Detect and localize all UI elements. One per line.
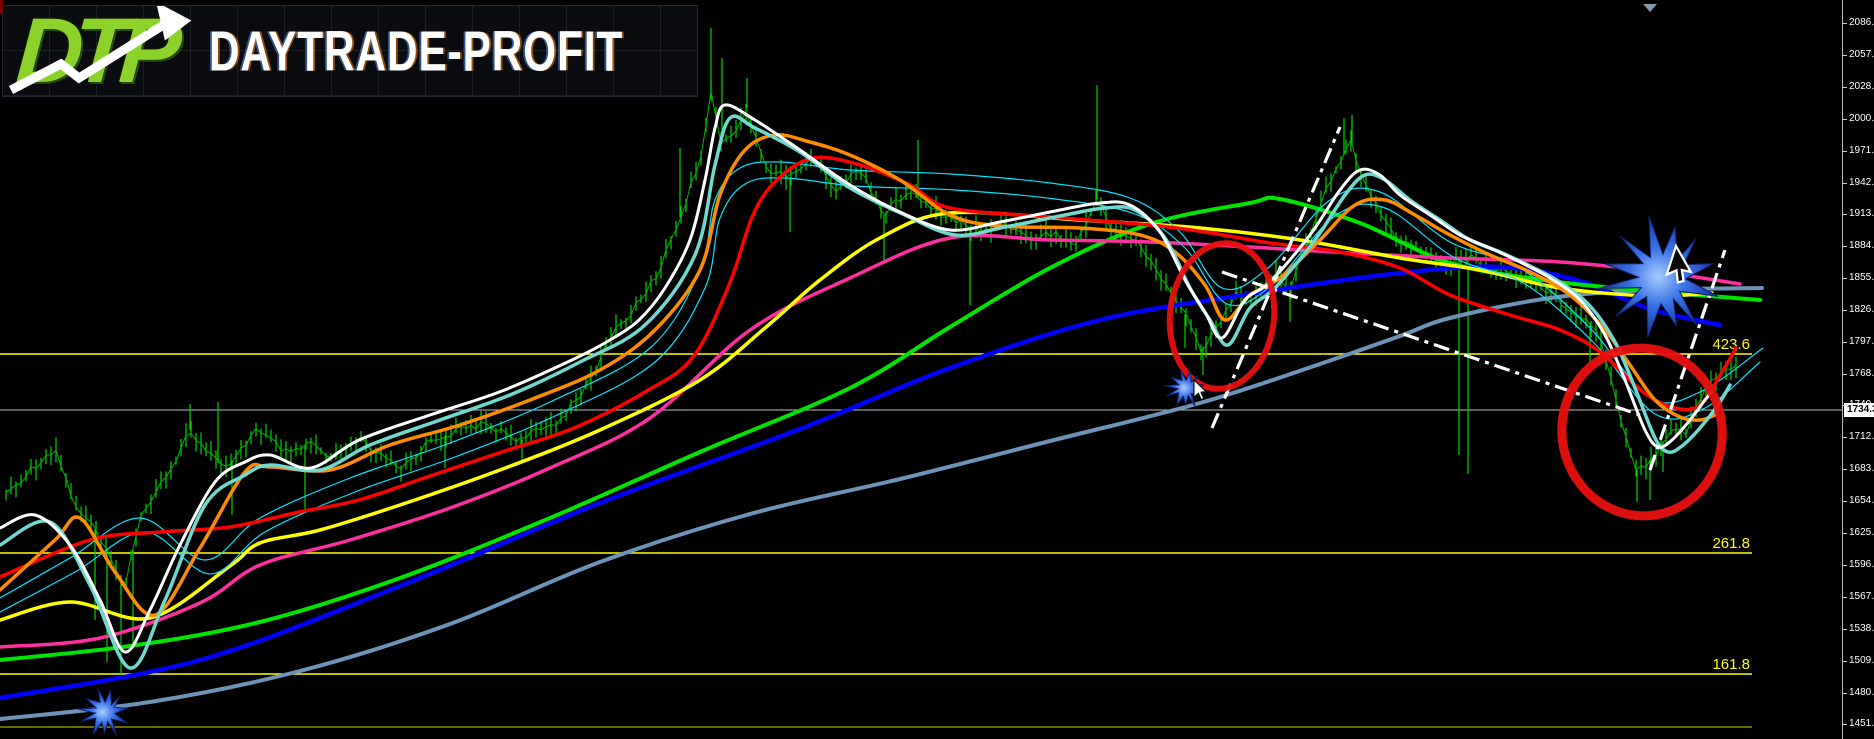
star-arrow-icon: [1664, 243, 1693, 284]
price-axis-label: 2086.03: [1849, 17, 1874, 28]
candle-wicks: [94, 28, 1664, 675]
trendline-up-right[interactable]: [1648, 249, 1727, 471]
price-axis-label: 2057.13: [1849, 49, 1874, 60]
ma-steelblue[interactable]: [0, 286, 1764, 721]
axis-tick: [1843, 55, 1847, 56]
price-axis-label: 1855.68: [1849, 272, 1874, 283]
price-axis-label: 2000.18: [1849, 113, 1874, 124]
starburst-bottom: [77, 688, 129, 737]
price-axis-label: 1826.78: [1849, 304, 1874, 315]
ma-white[interactable]: [0, 103, 1714, 654]
top-marker-triangle: [1643, 4, 1657, 12]
highlight-circle-1: [1166, 240, 1278, 392]
ma-magenta[interactable]: [0, 233, 1742, 649]
price-axis-label: 1971.28: [1849, 145, 1874, 156]
current-price-badge: 1734.32: [1844, 403, 1874, 417]
price-axis-label: 1596.43: [1849, 559, 1874, 570]
axis-tick: [1843, 724, 1847, 725]
axis-tick: [1843, 119, 1847, 120]
starburst-big: [1597, 215, 1719, 339]
ma-red[interactable]: [0, 155, 1738, 579]
brand-title: DAYTRADE-PROFIT: [209, 19, 624, 83]
up-trend-arrow-icon: [8, 6, 192, 94]
price-axis-label: 1884.58: [1849, 240, 1874, 251]
left-edge-artifact: [0, 0, 3, 14]
trendline-down[interactable]: [1221, 270, 1641, 417]
price-axis-label: 1480.83: [1849, 687, 1874, 698]
price-axis-label: 1942.38: [1849, 177, 1874, 188]
axis-tick: [1843, 437, 1847, 438]
axis-tick: [1843, 661, 1847, 662]
price-axis-label: 1683.13: [1849, 463, 1874, 474]
axis-tick: [1843, 693, 1847, 694]
axis-tick: [1843, 533, 1847, 534]
axis-tick: [1843, 278, 1847, 279]
fib-label: 261.8: [1712, 535, 1750, 552]
band-cyan-lower[interactable]: [0, 177, 1761, 613]
price-axis-label: 1567.53: [1849, 591, 1874, 602]
axis-tick: [1843, 214, 1847, 215]
axis-tick: [1843, 183, 1847, 184]
fib-label: 161.8: [1712, 656, 1750, 673]
trendline-up-mid[interactable]: [1210, 126, 1342, 429]
axis-tick: [1843, 246, 1847, 247]
price-axis-label: 1913.48: [1849, 208, 1874, 219]
axis-tick: [1843, 310, 1847, 311]
price-axis-label: 1509.73: [1849, 655, 1874, 666]
candlesticks: [5, 80, 1737, 595]
price-axis-label: 1538.63: [1849, 623, 1874, 634]
price-axis-label: 1797.88: [1849, 336, 1874, 347]
axis-tick: [1843, 23, 1847, 24]
price-axis-label: 2028.23: [1849, 81, 1874, 92]
axis-tick: [1843, 151, 1847, 152]
price-axis-label: 1451.93: [1849, 718, 1874, 729]
price-axis-label: 1768.98: [1849, 368, 1874, 379]
highlight-circle-2: [1557, 343, 1727, 521]
axis-tick: [1843, 597, 1847, 598]
price-axis-label: 1654.23: [1849, 495, 1874, 506]
axis-tick: [1843, 374, 1847, 375]
axis-tick: [1843, 629, 1847, 630]
starburst-small: [1163, 369, 1205, 408]
price-axis-label: 1712.03: [1849, 431, 1874, 442]
brand-banner: DTP DAYTRADE-PROFIT: [2, 0, 698, 102]
axis-tick: [1843, 501, 1847, 502]
ma-blue[interactable]: [0, 264, 1723, 701]
fib-label: 423.6: [1712, 336, 1750, 353]
price-axis: 2086.03 2057.13 2028.23 2000.18 1971.28 1942.…: [1842, 0, 1874, 739]
axis-tick: [1843, 469, 1847, 470]
ma-teal[interactable]: [0, 114, 1732, 670]
price-axis-label: 1625.33: [1849, 527, 1874, 538]
axis-tick: [1843, 87, 1847, 88]
ma-yellow[interactable]: [0, 210, 1714, 622]
fibonacci-levels: 423.6 261.8 161.8: [0, 336, 1752, 728]
axis-tick: [1843, 565, 1847, 566]
axis-tick: [1843, 342, 1847, 343]
mouse-cursor: [1193, 378, 1208, 401]
